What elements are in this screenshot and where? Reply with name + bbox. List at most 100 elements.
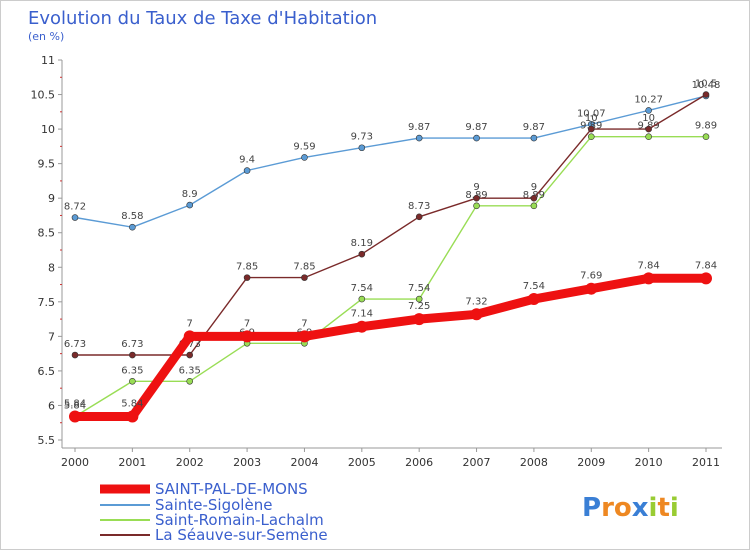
series-line [74,95,707,228]
data-point [470,308,483,321]
data-label: 9.73 [351,132,373,143]
data-point [587,125,595,133]
data-label: 7.69 [580,271,602,282]
data-point [645,133,652,140]
x-tick-label: 2003 [233,456,261,469]
data-label: 10.27 [634,94,663,105]
y-tick-label: 6.5 [38,365,56,378]
logo-letter: x [632,493,649,523]
series-line [74,136,707,418]
data-point [186,201,194,209]
y-tick-label: 11 [41,54,55,67]
y-tick-label: 9.5 [38,158,56,171]
data-point [71,351,79,359]
data-point [126,410,139,423]
y-tick-label: 7.5 [38,296,56,309]
data-label: 7.85 [236,262,258,273]
data-point [645,125,652,133]
data-point [413,313,426,326]
series-sainte-sigol-ne: 8.728.588.99.49.599.739.87 9.87 9.8710.071… [64,80,721,231]
legend-label: SAINT-PAL-DE-MONS [155,480,308,498]
data-label: 9 [473,182,479,193]
y-tick-label: 5.5 [38,434,56,447]
data-point [642,272,655,285]
series-layer: 8.728.588.99.49.599.739.87 9.87 9.8710.071… [64,79,720,423]
x-tick-label: 2004 [290,456,318,469]
data-point [702,133,710,140]
data-label: 10.48 [692,80,721,91]
series-line [70,273,711,421]
data-point [183,330,196,343]
data-point [415,295,423,303]
x-tick-label: 2010 [635,456,663,469]
logo-letter: r [601,493,614,523]
data-point [71,214,79,221]
data-label: 7.84 [695,260,717,271]
logo-letter: i [670,493,679,523]
data-point [243,167,251,174]
data-label: 10 [585,113,598,124]
y-tick-label: 10 [41,123,55,136]
data-label: 6.73 [179,339,201,350]
data-point [473,194,480,202]
chart-subtitle: (en %) [28,30,64,43]
x-tick-label: 2005 [348,456,376,469]
data-label: 9.59 [293,141,315,152]
data-point [241,330,254,343]
x-tick-label: 2007 [463,456,491,469]
legend-label: Sainte-Sigolène [155,496,272,514]
data-label: 5.84 [64,399,86,410]
data-point [129,223,136,231]
data-label: 7.54 [408,283,430,294]
data-label: 7.54 [523,281,545,292]
chart-title: Evolution du Taux de Taxe d'Habitation [28,8,377,29]
axes: 5.5 6 6.5 7 7.5 8 8.5 9 9.5 10 10.5 11 2000 2001 2002 2… [31,54,722,469]
legend-label: La Séauve-sur-Semène [155,526,328,544]
data-point [530,202,538,210]
data-label: 6.35 [179,365,201,376]
data-label: 10.5 [695,79,717,90]
logo-text: Proxiti [582,493,679,523]
data-point [587,133,595,140]
x-tick-label: 2000 [61,456,89,469]
data-point [700,272,712,285]
data-label: 7.25 [408,301,430,312]
data-point [129,377,136,385]
data-point [585,282,598,295]
y-tick-label: 8 [48,261,55,274]
data-point [355,320,368,333]
data-label: 8.58 [121,211,143,222]
data-label: 8.9 [182,189,198,200]
data-label: 7.54 [351,283,373,294]
data-label: 7 [187,318,193,329]
data-point [358,144,366,152]
data-label: 9.87 [465,122,487,133]
y-tick-label: 8.5 [38,227,56,240]
data-label: 9 [531,182,537,193]
x-tick-label: 2001 [118,456,146,469]
x-tick-label: 2011 [692,456,720,469]
data-label: 7.32 [465,296,487,307]
data-label: 6.73 [121,339,143,350]
logo-letter: t [657,493,669,523]
y-tick-label: 7 [48,330,55,343]
data-label: 6.35 [121,365,143,376]
data-label: 7 [301,318,307,329]
y-tick-label: 10.5 [31,89,56,102]
legend: SAINT-PAL-DE-MONSSainte-SigolèneSaint-Ro… [100,480,328,544]
data-label: 9.87 [408,122,430,133]
x-tick-label: 2009 [577,456,605,469]
x-tick-label: 2008 [520,456,548,469]
data-point [301,154,308,161]
data-point [358,295,366,303]
logo-letter: P [582,493,601,523]
data-label: 5.84 [121,399,143,410]
logo-letter: i [649,493,658,523]
data-label: 10 [642,113,655,124]
series-saint-pal-de-mons: 5.84 5.84 7 7 7 7.14 7.25 7.32 7.54 7.69 7.84 7.84 [64,260,717,423]
data-label: 6.73 [64,339,86,350]
data-point [473,134,480,142]
